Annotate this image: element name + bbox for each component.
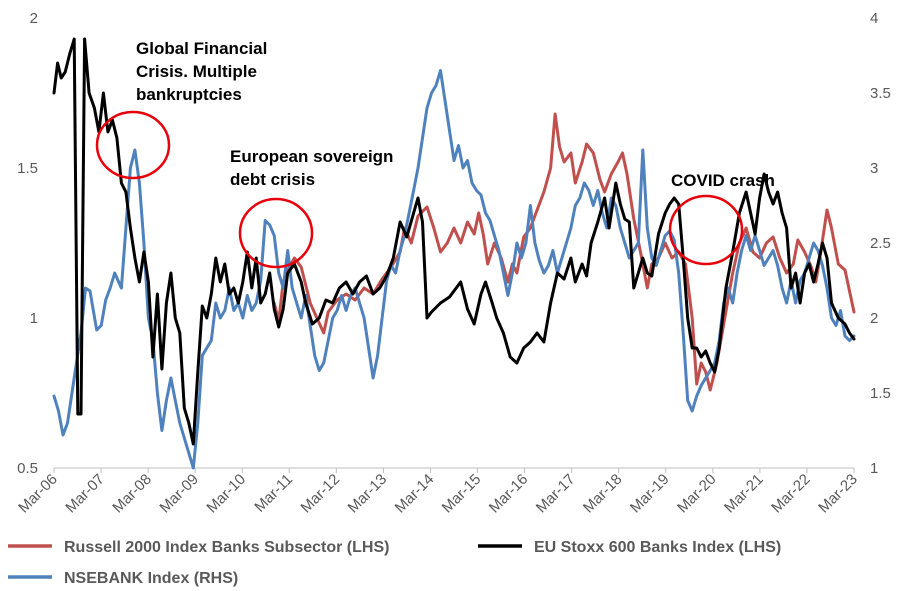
x-tick-label: Mar-17 [533, 471, 579, 517]
legend-label: Russell 2000 Index Banks Subsector (LHS) [64, 539, 389, 556]
x-tick-label: Mar-06 [15, 471, 61, 517]
y-left-tick-label: 0.5 [17, 460, 38, 477]
y-left-tick-label: 1 [30, 310, 38, 327]
x-tick-label: Mar-09 [156, 471, 202, 517]
y-right-tick-label: 1 [870, 460, 878, 477]
x-tick-label: Mar-19 [627, 471, 673, 517]
y-left-tick-label: 2 [30, 10, 38, 27]
annotation-text: COVID crash [671, 171, 775, 190]
x-tick-label: Mar-12 [298, 471, 344, 517]
series-line-russell-2000-banks [272, 112, 856, 392]
legend-label: NSEBANK Index (RHS) [64, 570, 238, 587]
x-tick-label: Mar-22 [768, 471, 814, 517]
x-tick-label: Mar-15 [439, 471, 485, 517]
y-right-tick-label: 2 [870, 310, 878, 327]
x-tick-label: Mar-07 [62, 471, 108, 517]
x-tick-label: Mar-13 [345, 471, 391, 517]
series-line-eu-stoxx-600-banks [52, 37, 856, 446]
x-tick-label: Mar-14 [392, 471, 438, 517]
x-tick-label: Mar-16 [486, 471, 532, 517]
annotation-circle [238, 197, 314, 269]
annotation-text: European sovereign [230, 147, 393, 166]
y-right-tick-label: 3 [870, 160, 878, 177]
annotation-text: debt crisis [230, 170, 315, 189]
x-tick-label: Mar-11 [251, 471, 296, 516]
legend-label: EU Stoxx 600 Banks Index (LHS) [534, 539, 781, 556]
x-tick-label: Mar-23 [815, 471, 861, 517]
y-left-tick-label: 1.5 [17, 160, 38, 177]
annotation-text: Global Financial [136, 39, 267, 58]
x-tick-label: Mar-10 [203, 471, 249, 517]
annotation-circle [668, 194, 744, 266]
annotation-text: bankruptcies [136, 85, 242, 104]
y-right-tick-label: 3.5 [870, 85, 891, 102]
annotation-text: Crisis. Multiple [136, 62, 257, 81]
x-tick-label: Mar-21 [721, 471, 767, 517]
y-right-tick-label: 1.5 [870, 385, 891, 402]
annotation-circle [95, 110, 171, 180]
y-right-tick-label: 4 [870, 10, 878, 27]
x-tick-label: Mar-18 [580, 471, 626, 517]
x-tick-label: Mar-20 [674, 471, 720, 517]
x-tick-label: Mar-08 [109, 471, 155, 517]
y-right-tick-label: 2.5 [870, 235, 891, 252]
